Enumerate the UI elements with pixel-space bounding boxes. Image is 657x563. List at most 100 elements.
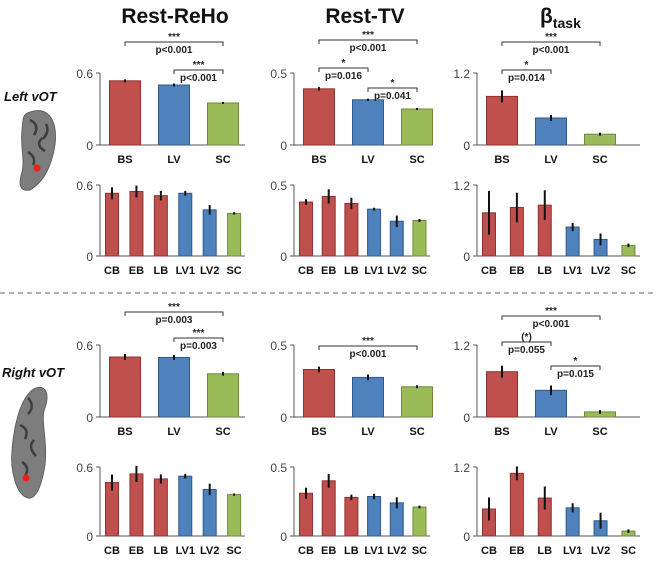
x-tick-label: LB <box>154 545 169 557</box>
significance-stars: * <box>574 356 578 367</box>
bar-lv2 <box>202 209 217 257</box>
bar-panel: 0 0.6 CB EB LB LV1 LV2 SC <box>76 179 245 277</box>
x-tick-label: SC <box>412 545 427 557</box>
x-tick-label: SC <box>215 154 230 166</box>
bar-lv1 <box>178 192 193 257</box>
significance-stars: * <box>342 58 346 69</box>
p-value-label: p=0.055 <box>508 345 545 356</box>
bar-lv <box>352 99 384 146</box>
x-tick-label: BS <box>494 426 509 438</box>
x-tick-label: CB <box>481 545 497 557</box>
x-tick-label: SC <box>412 265 427 277</box>
significance-stars: *** <box>193 328 205 339</box>
y-tick-label: 0.5 <box>270 339 287 353</box>
bar-cb <box>299 201 313 257</box>
y-tick-label: 0 <box>463 530 470 544</box>
significance-stars: *** <box>362 30 374 41</box>
left-brain-image <box>19 110 56 191</box>
significance-bracket <box>501 41 601 46</box>
x-tick-label: LV2 <box>200 545 219 557</box>
x-tick-label: LV2 <box>387 545 406 557</box>
x-tick-label: LV <box>167 154 181 166</box>
significance-stars: * <box>525 60 529 71</box>
bar-cb <box>299 492 313 537</box>
x-tick-label: LV <box>361 426 375 438</box>
x-tick-label: BS <box>494 154 509 166</box>
bar-bs <box>486 371 518 418</box>
bar-lv1 <box>367 496 382 537</box>
x-tick-label: LV1 <box>563 545 582 557</box>
bar-eb <box>129 473 144 537</box>
significance-bracket <box>173 69 224 74</box>
significance-bracket <box>318 39 418 44</box>
significance-bracket <box>124 311 224 316</box>
y-tick-label: 0.6 <box>76 179 93 193</box>
region-label-left-vot: Left vOT <box>4 89 58 104</box>
p-value-label: p=0.003 <box>156 315 193 326</box>
bar-lv <box>535 117 567 146</box>
title-beta-task: βtask <box>540 5 581 31</box>
p-value-label: p<0.001 <box>156 45 193 56</box>
significance-stars: *** <box>545 306 557 317</box>
significance-bracket <box>501 69 552 74</box>
significance-stars: *** <box>362 336 374 347</box>
p-value-label: p<0.001 <box>180 73 217 84</box>
bar-sc <box>401 108 433 146</box>
bar-lv1 <box>565 226 580 257</box>
x-tick-label: SC <box>621 545 636 557</box>
y-tick-label: 1.2 <box>453 339 470 353</box>
y-tick-label: 0.6 <box>76 339 93 353</box>
y-tick-label: 0 <box>86 411 93 425</box>
x-tick-label: CB <box>298 545 314 557</box>
y-tick-label: 0 <box>463 139 470 153</box>
title-beta: β <box>540 5 553 28</box>
x-tick-label: EB <box>321 545 336 557</box>
bar-sc <box>584 133 616 146</box>
x-tick-label: LB <box>344 265 359 277</box>
y-tick-label: 1.2 <box>453 461 470 475</box>
x-tick-label: CB <box>298 265 314 277</box>
y-tick-label: 1.2 <box>453 67 470 81</box>
bar-lv <box>352 376 384 418</box>
significance-stars: * <box>391 78 395 89</box>
x-tick-label: EB <box>129 265 144 277</box>
x-tick-label: LV2 <box>591 545 610 557</box>
x-tick-label: SC <box>409 426 424 438</box>
bar-lb <box>153 478 168 537</box>
x-tick-label: LV <box>544 154 558 166</box>
p-value-label: p=0.041 <box>374 91 411 102</box>
bar-cb <box>105 192 119 257</box>
x-tick-label: LV <box>544 426 558 438</box>
significance-bracket <box>501 315 601 320</box>
x-tick-label: EB <box>129 545 144 557</box>
significance-bracket <box>318 67 369 72</box>
bar-bs <box>109 80 141 146</box>
x-tick-label: LV1 <box>364 265 383 277</box>
significance-stars: *** <box>193 60 205 71</box>
significance-bracket <box>318 345 418 350</box>
bar-lb <box>344 496 359 537</box>
x-tick-label: CB <box>104 265 120 277</box>
bar-eb <box>321 195 336 257</box>
x-tick-label: EB <box>509 265 524 277</box>
p-value-label: p=0.014 <box>508 73 545 84</box>
x-tick-label: EB <box>321 265 336 277</box>
y-tick-label: 0.5 <box>270 67 287 81</box>
bar-sc <box>227 494 242 537</box>
y-tick-label: 0 <box>463 250 470 264</box>
bar-sc <box>401 386 433 418</box>
roi-marker <box>22 474 30 482</box>
x-tick-label: SC <box>592 426 607 438</box>
bar-eb <box>321 480 336 537</box>
bar-panel: 0 1.2 BS LV SC *** p<0.001 * p=0.014 <box>453 32 640 166</box>
significance-bracket <box>550 365 601 370</box>
x-tick-label: SC <box>226 545 241 557</box>
y-tick-label: 0 <box>86 530 93 544</box>
title-rest-reho: Rest-ReHo <box>121 5 228 28</box>
significance-bracket <box>173 337 224 342</box>
bar-panel: 0 1.2 CB EB LB LV1 LV2 SC <box>453 461 640 557</box>
bar-panel: 0 0.5 CB EB LB LV1 LV2 SC <box>270 461 430 557</box>
p-value-label: p=0.016 <box>325 71 362 82</box>
x-tick-label: BS <box>311 154 326 166</box>
